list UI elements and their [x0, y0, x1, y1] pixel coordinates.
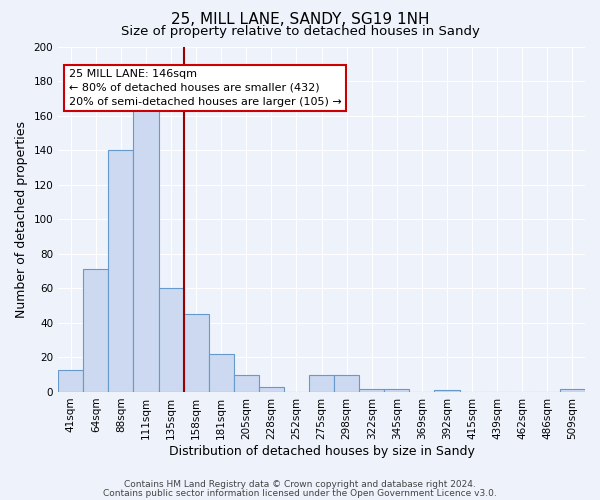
Bar [385, 388, 409, 392]
Text: Contains HM Land Registry data © Crown copyright and database right 2024.: Contains HM Land Registry data © Crown c… [124, 480, 476, 489]
Bar [560, 388, 585, 392]
Bar [259, 387, 284, 392]
Bar [83, 270, 109, 392]
Bar [133, 107, 158, 392]
Bar [209, 354, 234, 392]
Bar [334, 374, 359, 392]
Bar [109, 150, 133, 392]
Text: Contains public sector information licensed under the Open Government Licence v3: Contains public sector information licen… [103, 488, 497, 498]
Text: 25, MILL LANE, SANDY, SG19 1NH: 25, MILL LANE, SANDY, SG19 1NH [171, 12, 429, 28]
Bar [234, 374, 259, 392]
Text: Size of property relative to detached houses in Sandy: Size of property relative to detached ho… [121, 25, 479, 38]
Bar [58, 370, 83, 392]
Bar [359, 388, 385, 392]
Text: 25 MILL LANE: 146sqm
← 80% of detached houses are smaller (432)
20% of semi-deta: 25 MILL LANE: 146sqm ← 80% of detached h… [69, 69, 341, 107]
Bar [158, 288, 184, 392]
X-axis label: Distribution of detached houses by size in Sandy: Distribution of detached houses by size … [169, 444, 475, 458]
Bar [184, 314, 209, 392]
Bar [309, 374, 334, 392]
Y-axis label: Number of detached properties: Number of detached properties [15, 120, 28, 318]
Bar [434, 390, 460, 392]
